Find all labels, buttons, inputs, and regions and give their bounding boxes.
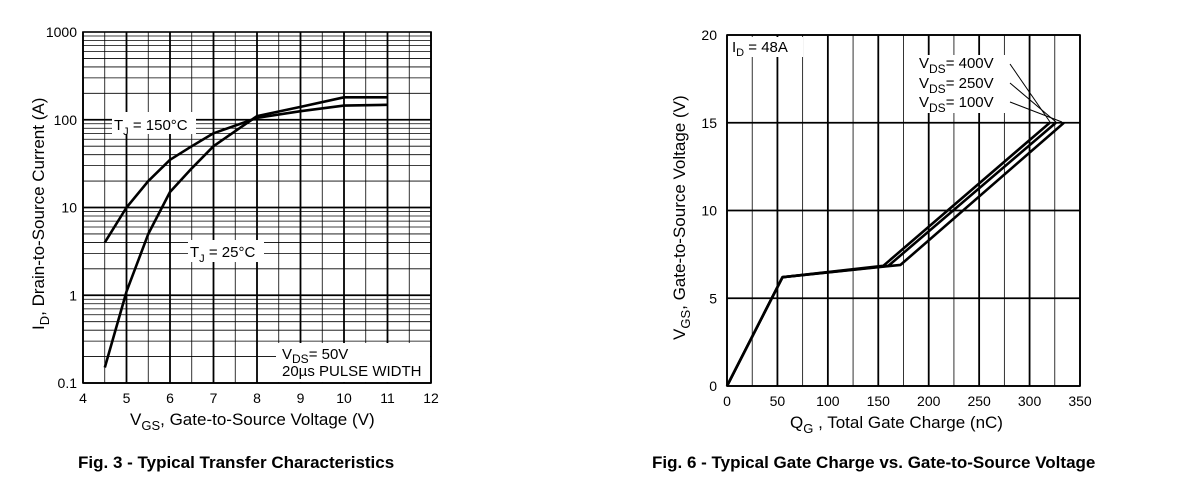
fig6-y-tick-label: 20	[701, 27, 717, 43]
fig6-y-tick-label: 10	[701, 203, 717, 219]
fig6-id-label-bg	[729, 37, 803, 57]
fig6-y-tick-label: 5	[709, 290, 717, 306]
fig6-x-tick-label: 150	[867, 393, 891, 409]
fig3-annotation-vds: VDS= 50V	[282, 346, 348, 366]
fig3-x-tick-label: 12	[423, 390, 439, 406]
fig6-series-line-1	[725, 121, 1057, 387]
fig6-plot-frame	[726, 34, 1081, 387]
fig6-x-tick-label: 50	[770, 393, 786, 409]
fig6-id-label: ID = 48A	[732, 39, 788, 59]
fig3-annotation-bg	[276, 343, 430, 382]
fig3-x-tick-label: 9	[297, 390, 305, 406]
fig3-y-tick-label: 100	[54, 112, 78, 128]
fig3-y-tick-label: 10	[61, 200, 77, 216]
fig6-caption: Fig. 6 - Typical Gate Charge vs. Gate-to…	[652, 453, 1095, 472]
fig3-x-tick-label: 10	[336, 390, 352, 406]
fig3-x-tick-label: 6	[166, 390, 174, 406]
fig3-y-ticks: 0.1 1 10 100 1000	[46, 24, 77, 391]
fig6-x-tick-label: 0	[723, 393, 731, 409]
fig6-gate-charge-chart: 0 50 100 150 200 250 300 350 0 5 10 15 20 ID = 48A …	[640, 0, 1191, 499]
fig3-curves	[103, 96, 388, 368]
fig3-y-tick-label: 0.1	[58, 375, 78, 391]
fig3-x-tick-label: 4	[79, 390, 87, 406]
fig3-caption: Fig. 3 - Typical Transfer Characteristic…	[78, 453, 394, 472]
fig3-label-bg-25	[188, 240, 264, 262]
fig6-series-line-0	[725, 121, 1051, 387]
fig6-x-tick-label: 100	[816, 393, 840, 409]
fig3-label-tj25: TJ = 25°C	[190, 244, 255, 265]
fig6-label-vds-400: VDS= 400V	[919, 55, 994, 76]
fig3-y-tick-label: 1000	[46, 24, 77, 40]
fig3-label-bg-150	[112, 112, 196, 134]
fig6-label-vds-250: VDS= 250V	[919, 75, 994, 96]
fig3-x-axis-label: VGS, Gate-to-Source Voltage (V)	[130, 410, 375, 433]
fig6-x-ticks: 0 50 100 150 200 250 300 350	[723, 393, 1092, 409]
fig6-x-axis-label: QG , Total Gate Charge (nC)	[790, 413, 1003, 436]
fig6-label-vds-100: VDS= 100V	[919, 94, 994, 115]
fig3-annotation-pulse: 20µs PULSE WIDTH	[282, 363, 422, 380]
fig6-x-tick-label: 300	[1018, 393, 1042, 409]
fig6-y-tick-label: 15	[701, 115, 717, 131]
fig3-x-tick-label: 11	[380, 390, 395, 406]
fig3-x-tick-label: 8	[253, 390, 261, 406]
fig6-x-tick-label: 350	[1068, 393, 1092, 409]
fig3-y-tick-label: 1	[69, 287, 77, 303]
fig6-y-ticks: 0 5 10 15 20	[701, 27, 717, 394]
fig3-label-tj150: TJ = 150°C	[114, 117, 188, 138]
fig3-series-line-0	[103, 103, 388, 244]
fig3-y-axis-label: ID, Drain-to-Source Current (A)	[29, 98, 52, 330]
fig3-svg: 4 5 6 7 8 9 10 11 12 0.1 1 10 100 1000 TJ = 150°C TJ…	[29, 24, 439, 472]
fig6-leader-250	[1009, 82, 1057, 123]
fig3-plot-frame	[82, 31, 432, 384]
fig3-series-line-1	[103, 96, 388, 368]
fig6-leader-400	[1009, 63, 1051, 123]
fig3-gridlines	[82, 32, 432, 384]
fig6-gridlines	[726, 34, 1081, 387]
fig3-x-ticks: 4 5 6 7 8 9 10 11 12	[79, 390, 439, 406]
fig6-y-tick-label: 0	[709, 378, 717, 394]
fig3-x-tick-label: 5	[123, 390, 131, 406]
fig3-x-tick-label: 7	[210, 390, 218, 406]
fig6-leader-100	[1009, 101, 1063, 123]
fig6-y-axis-label: VGS, Gate-to-Source Voltage (V)	[670, 95, 693, 340]
fig6-series-line-2	[725, 121, 1065, 387]
fig6-x-tick-label: 250	[967, 393, 991, 409]
fig6-curves	[725, 121, 1065, 387]
fig3-transfer-chart: 4 5 6 7 8 9 10 11 12 0.1 1 10 100 1000 TJ = 150°C TJ…	[0, 0, 460, 499]
fig6-series-labels-bg	[916, 55, 1012, 113]
fig6-x-tick-label: 200	[917, 393, 941, 409]
